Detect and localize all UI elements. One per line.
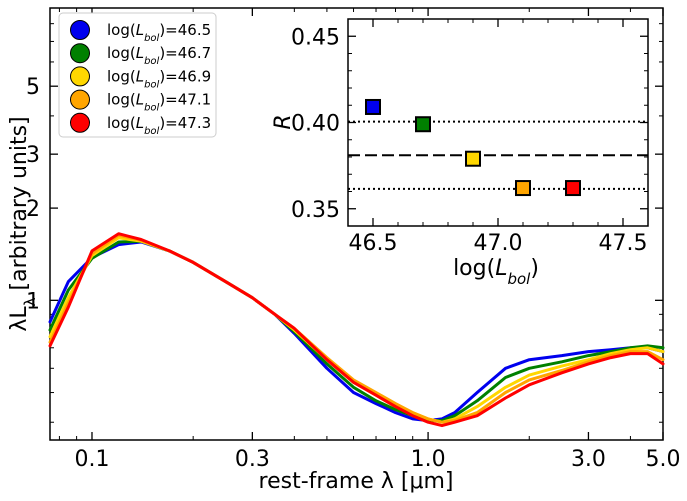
series-line-4 [48,232,665,428]
main-x-axis-label: rest-frame λ [μm] [259,469,454,494]
inset-y-tick-label: 0.40 [291,112,340,137]
inset-plot: 46.5 47.0 47.5 0.35 0.40 0.45 log(Lbol) R [271,18,649,288]
inset-y-axis-label: R [271,114,296,129]
main-x-tick-label: 0.1 [74,447,109,472]
main-x-tick-label: 1.0 [411,447,446,472]
main-x-tick-label: 3.0 [571,447,606,472]
legend-marker-2 [70,66,90,87]
main-x-tick-label: 0.3 [235,447,270,472]
legend-label-1: log(Lbol)=46.7 [107,44,211,66]
legend-marker-1 [70,43,90,64]
legend-marker-0 [70,20,90,40]
inset-point-4 [565,180,581,197]
legend-label-2: log(Lbol)=46.9 [107,67,211,90]
legend-label-3: log(Lbol)=47.1 [107,91,211,114]
main-y-tick-label: 2 [26,197,40,222]
main-plot: 0.1 0.3 1.0 3.0 5.0 1 2 3 5 rest-frame λ [μm] λL… [7,7,681,494]
main-x-tick-label: 5.0 [646,447,681,472]
series-line-0 [48,240,665,423]
main-ticks: 0.1 0.3 1.0 3.0 5.0 1 2 3 5 [26,7,681,472]
inset-x-tick-label: 47.0 [474,231,523,256]
inset-x-tick-label: 47.5 [599,231,648,256]
legend-marker-3 [70,89,90,110]
legend-marker-4 [70,112,90,133]
main-series [48,232,665,428]
legend: log(Lbol)=46.5log(Lbol)=46.7log(Lbol)=46… [58,12,217,138]
inset-y-tick-label: 0.45 [291,25,340,50]
inset-ticks: 46.5 47.0 47.5 0.35 0.40 0.45 [291,18,649,256]
legend-label-0: log(Lbol)=46.5 [107,21,211,44]
inset-reference-lines [348,120,648,190]
legend-label-4: log(Lbol)=47.3 [107,114,211,137]
inset-y-tick-label: 0.35 [291,198,340,223]
inset-point-1 [415,116,431,133]
main-y-tick-label: 1 [26,289,40,314]
main-plot-frame [49,7,664,441]
inset-point-2 [465,150,481,167]
inset-point-3 [515,180,531,197]
legend-items: log(Lbol)=46.5log(Lbol)=46.7log(Lbol)=46… [70,20,211,137]
inset-point-0 [365,98,381,115]
main-y-tick-label: 3 [26,143,40,168]
legend-box [58,12,217,138]
inset-x-axis-label: log(Lbol) [453,256,539,288]
inset-points [365,98,581,197]
main-y-tick-label: 5 [26,75,40,100]
inset-plot-frame [347,18,649,227]
inset-x-tick-label: 46.5 [349,231,398,256]
main-y-axis-label: λLλ [arbitrary units] [7,116,39,331]
